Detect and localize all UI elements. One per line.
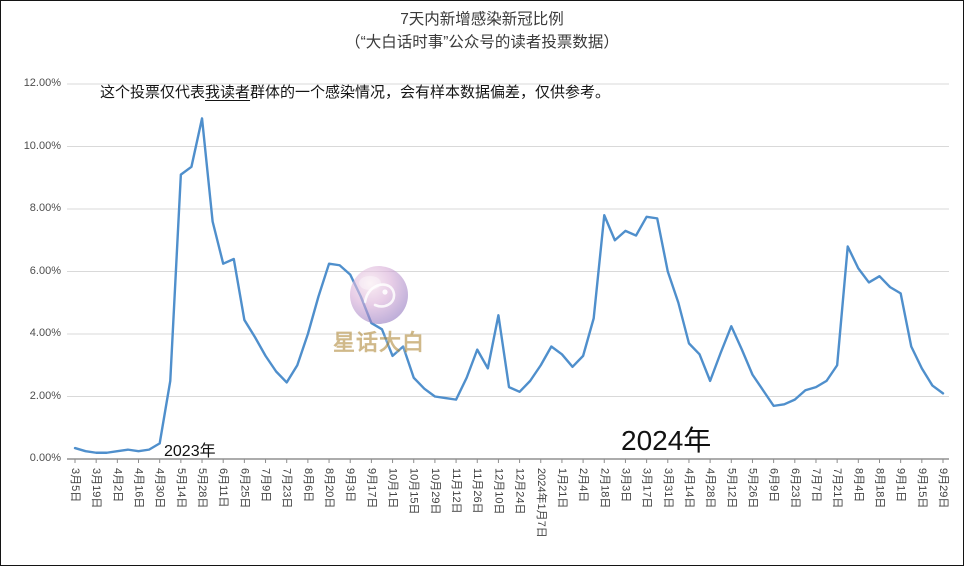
- x-axis-label: 10月1日: [387, 468, 399, 508]
- x-axis-label: 6月25日: [238, 468, 250, 508]
- x-axis-label: 3月31日: [662, 468, 674, 508]
- x-axis-label: 3月5日: [69, 468, 81, 502]
- x-axis-label: 5月12日: [725, 468, 737, 508]
- y-axis-label: 4.00%: [29, 327, 61, 339]
- x-axis-label: 4月28日: [704, 468, 716, 508]
- y-axis-label: 10.00%: [23, 139, 61, 152]
- x-axis-label: 11月12日: [450, 468, 462, 514]
- x-axis-label: 4月16日: [133, 468, 145, 508]
- x-axis-label: 4月30日: [154, 468, 166, 508]
- x-axis-label: 6月23日: [789, 468, 801, 508]
- chart-title: 7天内新增感染新冠比例: [400, 11, 564, 28]
- x-axis-label: 11月26日: [471, 468, 483, 514]
- x-axis-label: 5月14日: [175, 468, 187, 508]
- x-axis-label: 9月1日: [895, 468, 907, 502]
- y-axis-label: 12.00%: [23, 77, 61, 89]
- note-segment-underlined: 我读者: [205, 84, 251, 101]
- x-axis-label: 4月2日: [111, 468, 123, 502]
- y-axis-label: 8.00%: [29, 202, 61, 214]
- disclaimer-note: 这个投票仅代表我读者群体的一个感染情况，会有样本数据偏差，仅供参考。: [100, 81, 610, 102]
- x-axis-label: 6月9日: [768, 468, 780, 502]
- x-axis-label: 9月15日: [916, 468, 928, 508]
- x-axis-label: 5月28日: [196, 468, 208, 508]
- y-axis-label: 0.00%: [29, 452, 61, 464]
- note-segment-prefix: 这个投票仅代表: [100, 84, 206, 101]
- x-axis-label: 1月21日: [556, 468, 568, 508]
- x-axis-label: 7月21日: [831, 468, 843, 508]
- x-axis-label: 7月7日: [810, 468, 822, 502]
- x-axis-label: 2月18日: [598, 468, 610, 508]
- x-axis-label: 9月29日: [937, 468, 949, 508]
- x-axis-label: 12月10日: [492, 468, 504, 514]
- y-axis-label: 6.00%: [29, 264, 61, 277]
- x-axis-label: 8月4日: [852, 468, 864, 502]
- note-segment-suffix: 群体的一个感染情况，会有样本数据偏差，仅供参考。: [250, 84, 611, 101]
- infection-rate-line: [73, 117, 945, 454]
- x-axis-label: 8月6日: [302, 468, 314, 502]
- x-axis-label: 6月11日: [217, 468, 229, 508]
- x-axis-label: 5月26日: [746, 468, 758, 508]
- x-axis-label: 2024年1月7日: [535, 468, 549, 538]
- x-axis-label: 9月3日: [344, 468, 356, 502]
- x-axis-label: 3月3日: [619, 468, 631, 502]
- x-axis-label: 12月24日: [514, 468, 526, 514]
- x-axis-label: 3月17日: [641, 468, 653, 508]
- year-label-2024: 2024年: [621, 425, 712, 456]
- chart-title-block: 7天内新增感染新冠比例 （“大白话时事”公众号的读者投票数据）: [1, 8, 963, 54]
- x-axis-label: 3月19日: [90, 468, 102, 508]
- x-axis-label: 10月29日: [429, 468, 441, 514]
- x-axis-label: 7月23日: [281, 468, 293, 508]
- year-label-2023: 2023年: [164, 443, 216, 460]
- x-axis-label: 9月17日: [365, 468, 377, 508]
- x-axis-label: 8月20日: [323, 468, 335, 508]
- x-axis-label: 4月14日: [683, 468, 695, 508]
- x-axis-label: 8月18日: [873, 468, 885, 508]
- x-axis-label: 2月4日: [577, 468, 589, 502]
- x-axis-label: 7月9日: [260, 468, 272, 502]
- y-axis-label: 2.00%: [29, 389, 61, 402]
- chart-subtitle: （“大白话时事”公众号的读者投票数据）: [345, 34, 619, 51]
- x-axis-label: 10月15日: [408, 468, 420, 514]
